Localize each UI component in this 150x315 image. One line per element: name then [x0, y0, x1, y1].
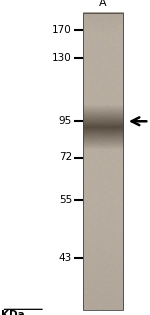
Text: 95: 95: [59, 116, 72, 126]
Bar: [82, 13, 123, 310]
Text: 43: 43: [59, 253, 72, 263]
Text: 170: 170: [52, 25, 72, 35]
Text: KDa: KDa: [2, 310, 25, 315]
Text: A: A: [99, 0, 106, 8]
Text: 72: 72: [59, 152, 72, 163]
Text: 130: 130: [52, 53, 72, 63]
Text: 55: 55: [59, 195, 72, 205]
